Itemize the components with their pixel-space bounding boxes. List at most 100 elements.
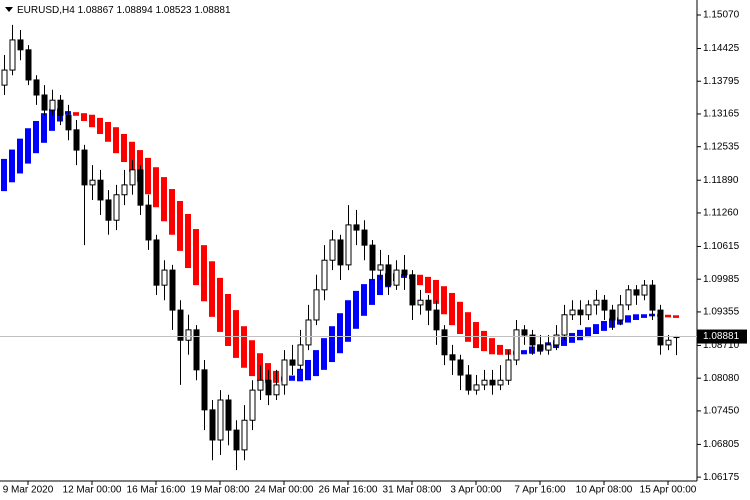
indicator-bar: [225, 293, 231, 346]
candle-body: [97, 179, 104, 201]
candle-body: [257, 379, 264, 391]
menu-triangle[interactable]: [5, 7, 13, 12]
x-tick-label: 9 Mar 2020: [3, 485, 54, 496]
indicator-bar: [633, 314, 639, 320]
candle-body: [177, 309, 184, 341]
candle-body: [377, 264, 384, 271]
y-tick-label: 1.08080: [703, 373, 740, 384]
indicator-bar: [561, 336, 567, 346]
candle-body: [561, 314, 568, 336]
indicator-bar: [577, 329, 583, 341]
indicator-bar: [113, 127, 119, 154]
candle-body: [113, 194, 120, 221]
indicator-bar: [473, 322, 479, 349]
indicator-bar: [569, 332, 575, 343]
candle-body: [169, 269, 176, 311]
indicator-bar: [153, 167, 159, 208]
indicator-bar: [337, 313, 343, 354]
candle-body: [529, 334, 536, 346]
candle-body: [1, 69, 8, 86]
candle-body: [641, 284, 648, 296]
candle-body: [585, 304, 592, 316]
chart-header: EURUSD,H4 1.08867 1.08894 1.08523 1.0888…: [17, 5, 231, 16]
candle-body: [145, 204, 152, 241]
price-label-box: [697, 329, 747, 344]
candle-body: [129, 169, 136, 186]
candle-body: [49, 99, 56, 111]
indicator-bar: [321, 338, 327, 370]
y-tick-label: 1.06805: [703, 439, 740, 450]
candle-body: [593, 299, 600, 306]
indicator-bar: [25, 128, 31, 164]
indicator-bar: [457, 301, 463, 335]
y-tick-label: 1.06175: [703, 472, 740, 483]
y-tick-label: 1.13795: [703, 76, 740, 87]
price-label: 1.08881: [703, 331, 740, 342]
indicator-bar: [89, 114, 95, 128]
indicator-bar: [193, 229, 199, 286]
candle-body: [193, 329, 200, 371]
candle-body: [249, 389, 256, 421]
indicator-bar: [129, 141, 135, 172]
y-tick-label: 1.14425: [703, 43, 740, 54]
candle-body: [305, 319, 312, 346]
candle-body: [513, 329, 520, 361]
indicator-bar: [673, 315, 679, 318]
candle-body: [41, 94, 48, 111]
x-tick-label: 3 Apr 00:00: [450, 485, 502, 496]
candle-body: [281, 359, 288, 386]
close-value: 1.08881: [194, 5, 231, 16]
candle-body: [25, 49, 32, 81]
y-tick-label: 1.15070: [703, 10, 740, 21]
x-tick-label: 26 Mar 16:00: [319, 485, 378, 496]
y-tick-label: 1.07450: [703, 406, 740, 417]
candle-body: [449, 354, 456, 361]
open-value: 1.08867: [78, 5, 115, 16]
indicator-bar: [481, 330, 487, 352]
indicator-bar: [425, 276, 431, 293]
candle-body: [241, 419, 248, 451]
x-tick-label: 19 Mar 08:00: [191, 485, 250, 496]
candle-body: [65, 114, 72, 131]
indicator-bar: [217, 277, 223, 332]
y-tick-label: 1.13165: [703, 109, 740, 120]
candle-body: [545, 344, 552, 351]
indicator-bar: [81, 113, 87, 121]
indicator-bar: [33, 120, 39, 154]
y-tick-label: 1.09355: [703, 307, 740, 318]
indicator-bar: [585, 327, 591, 338]
indicator-bar: [41, 113, 47, 143]
candle-body: [481, 379, 488, 386]
candle-body: [625, 289, 632, 306]
candle-body: [601, 299, 608, 311]
candle-body: [569, 309, 576, 316]
candle-body: [537, 344, 544, 351]
candle-body: [9, 39, 16, 71]
candle-body: [617, 304, 624, 321]
indicator-bar: [625, 315, 631, 323]
candle-body: [289, 359, 296, 366]
candle-body: [393, 269, 400, 286]
candle-body: [505, 359, 512, 381]
indicator-bar: [1, 158, 7, 192]
indicator-bar: [209, 261, 215, 317]
candle-body: [577, 309, 584, 316]
indicator-bar: [665, 314, 671, 318]
y-tick-label: 1.09985: [703, 274, 740, 285]
candle-body: [265, 379, 272, 396]
indicator-bar: [305, 359, 311, 381]
indicator-bar: [369, 278, 375, 305]
indicator-bar: [297, 368, 303, 382]
indicator-bar: [497, 344, 503, 355]
indicator-bar: [177, 200, 183, 251]
indicator-bar: [169, 189, 175, 235]
y-tick-label: 1.11260: [703, 208, 739, 219]
x-tick-label: 7 Apr 16:00: [514, 485, 566, 496]
candle-body: [33, 79, 40, 96]
indicator-bar: [185, 213, 191, 269]
indicator-bar: [49, 109, 55, 131]
candle-body: [105, 199, 112, 221]
indicator-bar: [345, 300, 351, 342]
candle-body: [441, 329, 448, 356]
